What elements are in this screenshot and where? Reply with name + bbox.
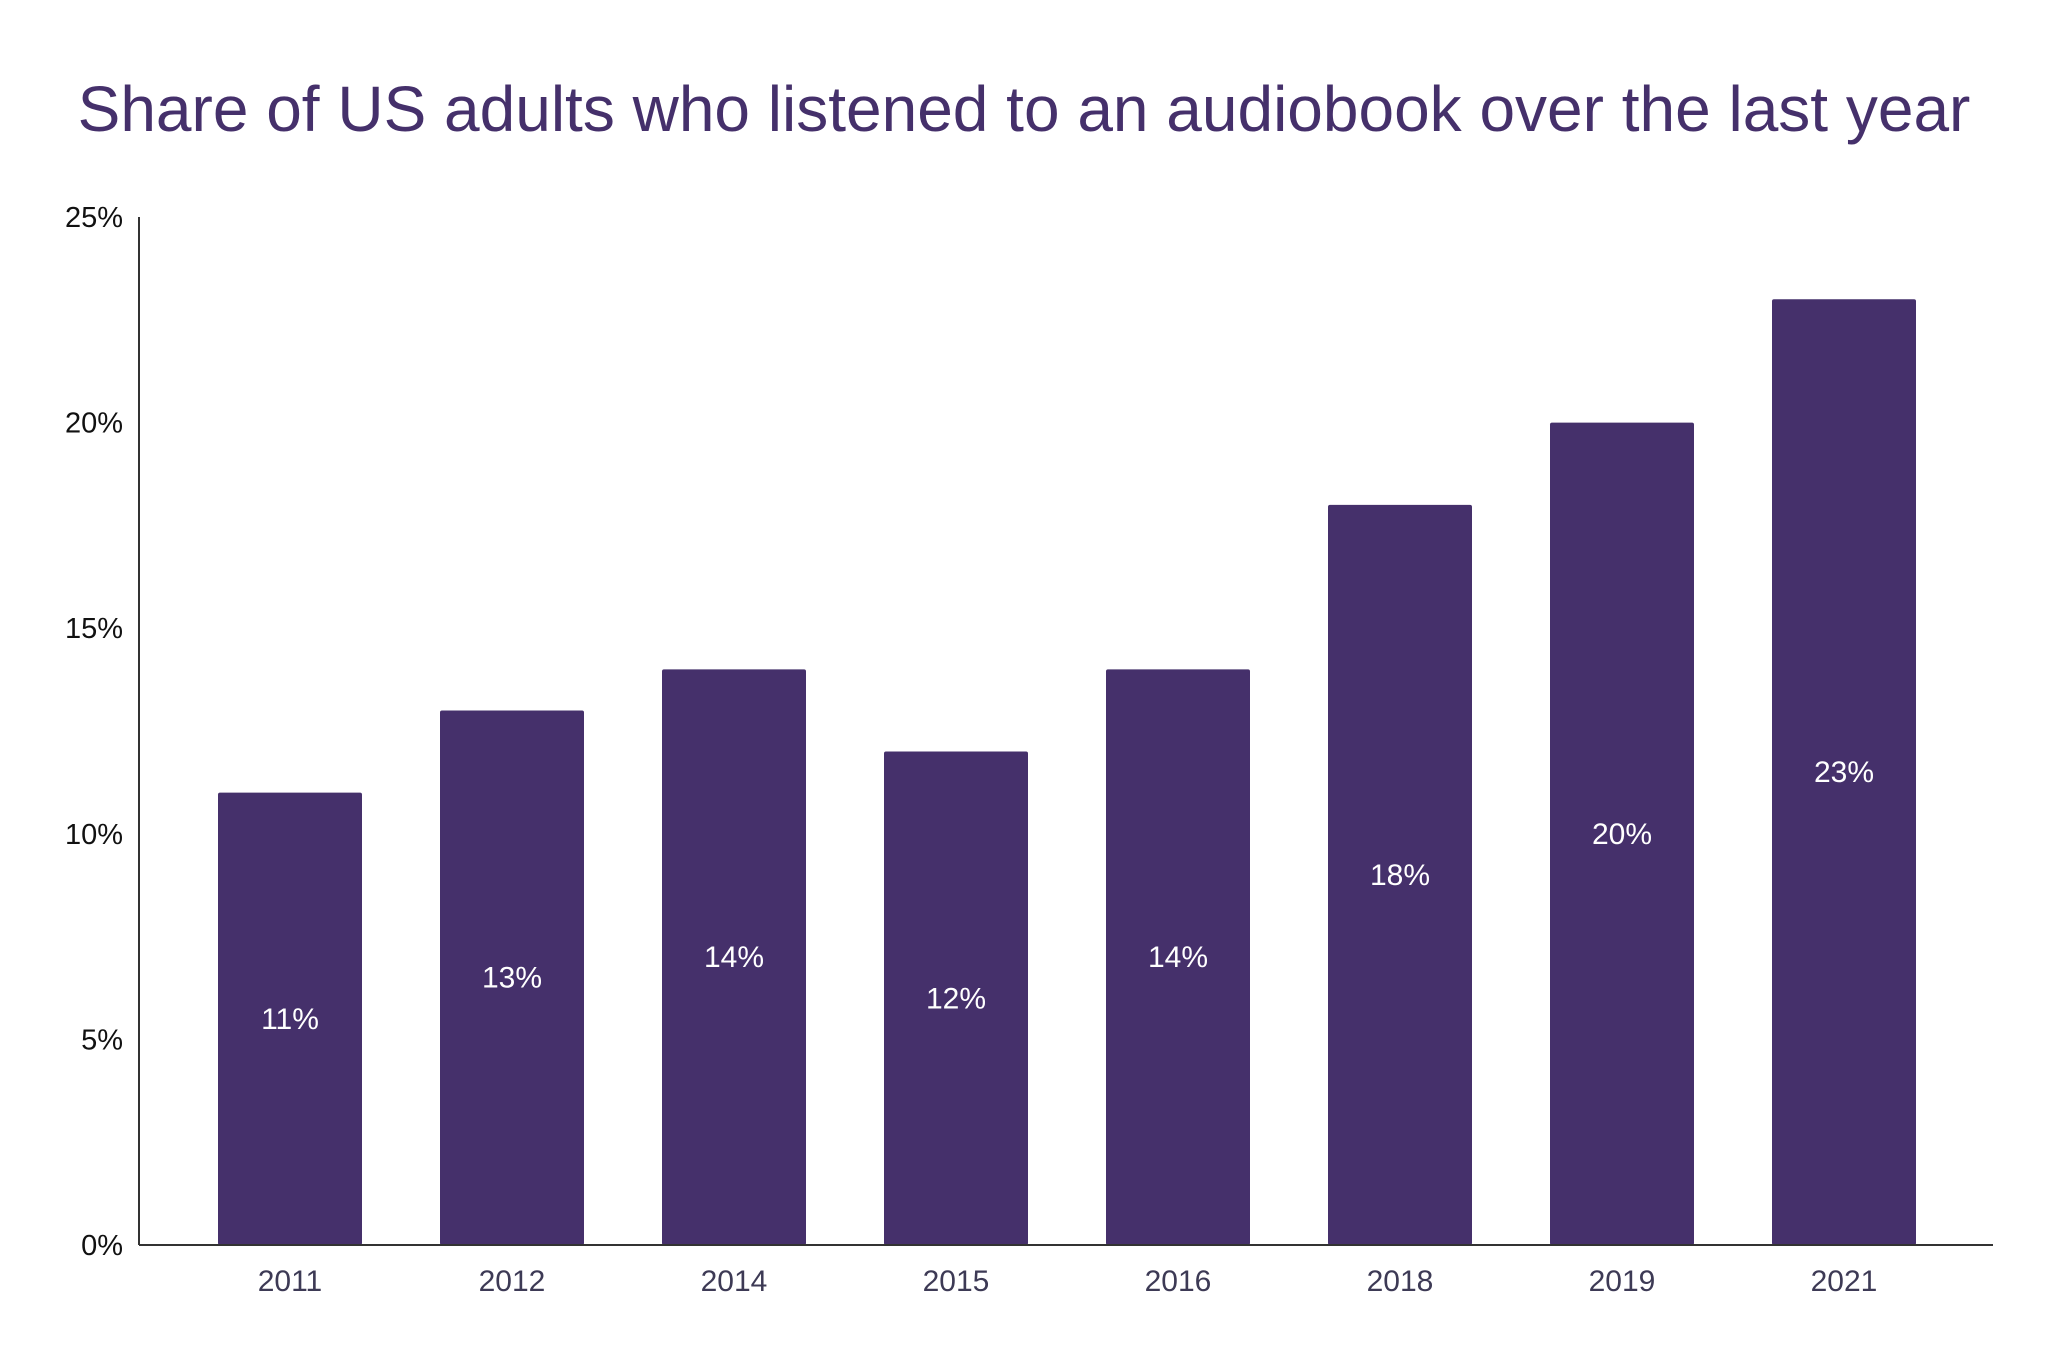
y-tick-label: 0%	[81, 1230, 123, 1262]
bar-2016	[1106, 669, 1250, 1245]
x-tick-label: 2016	[1145, 1265, 1212, 1298]
y-tick-label: 10%	[65, 819, 123, 851]
data-label: 23%	[1814, 756, 1874, 789]
data-label: 14%	[704, 941, 764, 974]
y-tick-label: 25%	[65, 202, 123, 234]
data-label: 12%	[926, 982, 986, 1015]
x-tick-label: 2018	[1367, 1265, 1434, 1298]
x-tick-label: 2019	[1589, 1265, 1656, 1298]
data-label: 14%	[1148, 941, 1208, 974]
bar-2015	[884, 751, 1028, 1245]
bar-2018	[1328, 504, 1472, 1246]
y-tick-label: 5%	[81, 1024, 123, 1056]
x-tick-label: 2011	[258, 1265, 323, 1298]
data-label: 13%	[482, 962, 542, 995]
data-label: 20%	[1592, 818, 1652, 851]
x-tick-label: 2015	[923, 1265, 990, 1298]
bar-2011	[218, 792, 362, 1245]
chart-title: Share of US adults who listened to an au…	[77, 73, 1971, 145]
x-tick-label: 2021	[1811, 1265, 1878, 1298]
y-tick-label: 15%	[65, 613, 123, 645]
x-tick-label: 2012	[479, 1265, 546, 1298]
data-label: 11%	[261, 1003, 319, 1036]
bar-2014	[662, 669, 806, 1245]
data-label: 18%	[1370, 859, 1430, 892]
bar-2012	[440, 710, 584, 1245]
x-tick-label: 2014	[701, 1265, 768, 1298]
bar-2019	[1550, 422, 1694, 1246]
bar-2021	[1772, 299, 1916, 1245]
y-tick-label: 20%	[65, 408, 123, 440]
